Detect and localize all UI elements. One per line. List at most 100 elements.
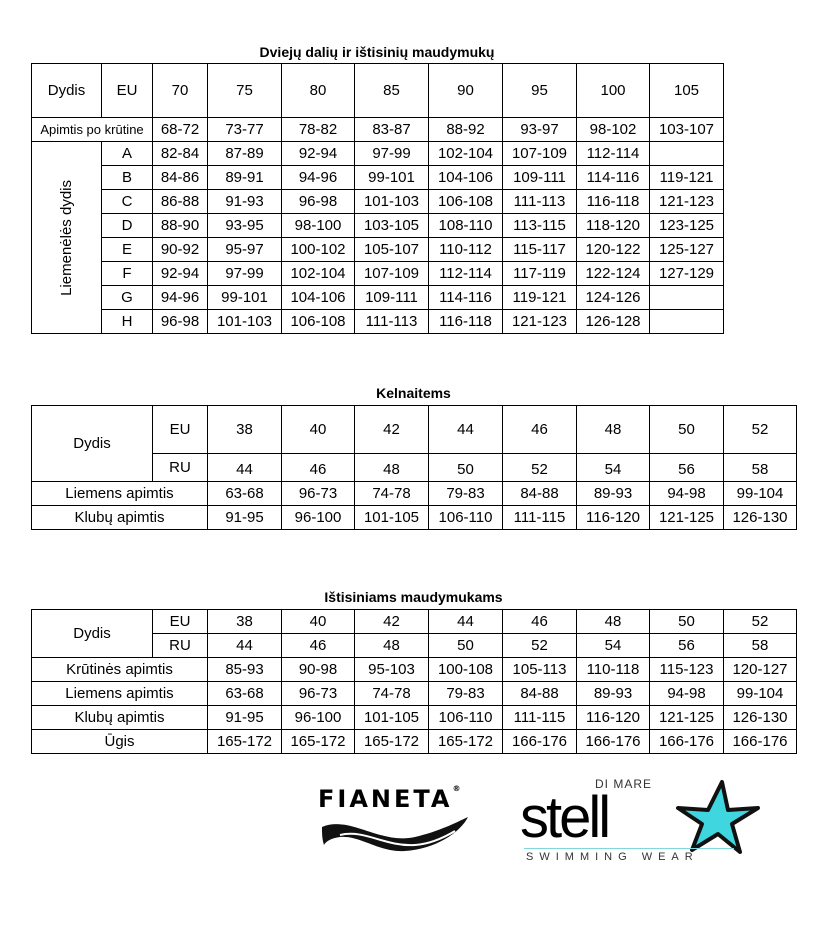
cell: 117-119 (502, 261, 577, 286)
cell: 46 (281, 453, 355, 482)
cell: 94-98 (649, 481, 724, 506)
cell: 166-176 (723, 729, 797, 754)
cell: 111-113 (502, 189, 577, 214)
cell: 110-118 (576, 657, 650, 682)
cup-row: F 92-94 97-99 102-104 107-109 112-114 117-119 1… (32, 261, 724, 286)
cell: 94-98 (649, 681, 724, 706)
cell: 58 (723, 453, 797, 482)
table2-title: Kelnaitems (376, 385, 451, 401)
cup-letter: G (101, 285, 153, 310)
cell: 40 (281, 609, 355, 634)
cell: 44 (207, 633, 282, 658)
cell: 89-91 (207, 165, 282, 190)
cell: 101-103 (354, 189, 429, 214)
cell: 42 (354, 405, 429, 454)
cell: 121-125 (649, 705, 724, 730)
cell: 124-126 (576, 285, 650, 310)
table-row: Dydis EU 38 40 42 44 46 48 50 52 (31, 609, 797, 658)
cell: 99-104 (723, 481, 797, 506)
cup-label: Liemenėlės dydis (57, 179, 75, 296)
cell: 38 (207, 609, 282, 634)
cell: 126-130 (723, 705, 797, 730)
star-icon (676, 780, 760, 854)
cell: 165-172 (428, 729, 503, 754)
cell: 98-100 (281, 213, 355, 238)
cup-row: G 94-96 99-101 104-106 109-111 114-116 119-121… (32, 285, 724, 310)
cell: 103-107 (649, 117, 724, 142)
cell: 107-109 (502, 141, 577, 166)
cell: 93-95 (207, 213, 282, 238)
cup-row: Liemenėlės dydis A 82-84 87-89 92-94 97-99 102… (31, 141, 724, 334)
table1-title: Dviejų dalių ir ištisinių maudymukų (259, 44, 495, 60)
cell: 84-86 (152, 165, 208, 190)
cell: 113-115 (502, 213, 577, 238)
row-label: EU (152, 609, 208, 634)
cell: 106-108 (428, 189, 503, 214)
cell: 102-104 (281, 261, 355, 286)
cell: 90-92 (152, 237, 208, 262)
cell: 99-101 (207, 285, 282, 310)
cell: 73-77 (207, 117, 282, 142)
cell: 82-84 (152, 141, 208, 166)
row-label: EU (152, 405, 208, 454)
cell: 44 (428, 609, 503, 634)
cell: 94-96 (281, 165, 355, 190)
cup-row: B 84-86 89-91 94-96 99-101 104-106 109-111 114-… (32, 165, 724, 190)
bra-size-table: Dydis EU 70 75 80 85 90 95 100 105 Apimtis po krūt… (31, 63, 724, 334)
cell: 94-96 (152, 285, 208, 310)
cell: 46 (502, 609, 577, 634)
cell: 97-99 (207, 261, 282, 286)
cell: 38 (207, 405, 282, 454)
cell: 112-114 (576, 141, 650, 166)
cell: 118-120 (576, 213, 650, 238)
row-label: Liemens apimtis (31, 481, 208, 506)
cell: 108-110 (428, 213, 503, 238)
header-cell: EU (101, 63, 153, 118)
cell: 100-108 (428, 657, 503, 682)
header-cell: 75 (207, 63, 282, 118)
cell: 96-98 (152, 309, 208, 334)
cell: 92-94 (152, 261, 208, 286)
cell: 50 (649, 405, 724, 454)
cell: 110-112 (428, 237, 503, 262)
cell: 106-110 (428, 705, 503, 730)
cell: 96-98 (281, 189, 355, 214)
cell: 122-124 (576, 261, 650, 286)
cell: 96-73 (281, 481, 355, 506)
cell: 46 (281, 633, 355, 658)
cell: 97-99 (354, 141, 429, 166)
underbust-row: Apimtis po krūtine 68-72 73-77 78-82 83-87 88… (31, 117, 724, 142)
cell: 107-109 (354, 261, 429, 286)
cup-label-cell: Liemenėlės dydis (31, 141, 102, 334)
cell: 126-128 (576, 309, 650, 334)
cell: 85-93 (207, 657, 282, 682)
cell: 52 (502, 453, 577, 482)
cell: 46 (502, 405, 577, 454)
cell: 166-176 (576, 729, 650, 754)
cell: 101-105 (354, 505, 429, 530)
wave-icon (322, 817, 468, 852)
table-row: Liemens apimtis 63-68 96-73 74-78 79-83 84-88… (31, 681, 797, 706)
cell: 42 (354, 609, 429, 634)
cell: 86-88 (152, 189, 208, 214)
header-cell: Dydis (31, 63, 102, 118)
cell: 48 (576, 609, 650, 634)
cell: 63-68 (207, 681, 282, 706)
cell: 166-176 (649, 729, 724, 754)
row-label: RU (152, 453, 208, 482)
cell: 50 (428, 633, 503, 658)
cell: 93-97 (502, 117, 577, 142)
cell: 109-111 (354, 285, 429, 310)
stella-swimming-wear: SWIMMING WEAR (526, 851, 699, 863)
header-cell: 80 (281, 63, 355, 118)
row-label: Klubų apimtis (31, 505, 208, 530)
cell: 68-72 (152, 117, 208, 142)
table-row: Klubų apimtis 91-95 96-100 101-105 106-110 11… (31, 505, 797, 530)
cup-letter: A (101, 141, 153, 166)
swimsuit-size-table: Dydis EU 38 40 42 44 46 48 50 52 RU 44 46 48 50 52 54 56 5… (31, 609, 797, 754)
cell: 90-98 (281, 657, 355, 682)
cell: 87-89 (207, 141, 282, 166)
cell: 88-90 (152, 213, 208, 238)
registered-mark: ® (452, 784, 464, 793)
cell: 165-172 (207, 729, 282, 754)
